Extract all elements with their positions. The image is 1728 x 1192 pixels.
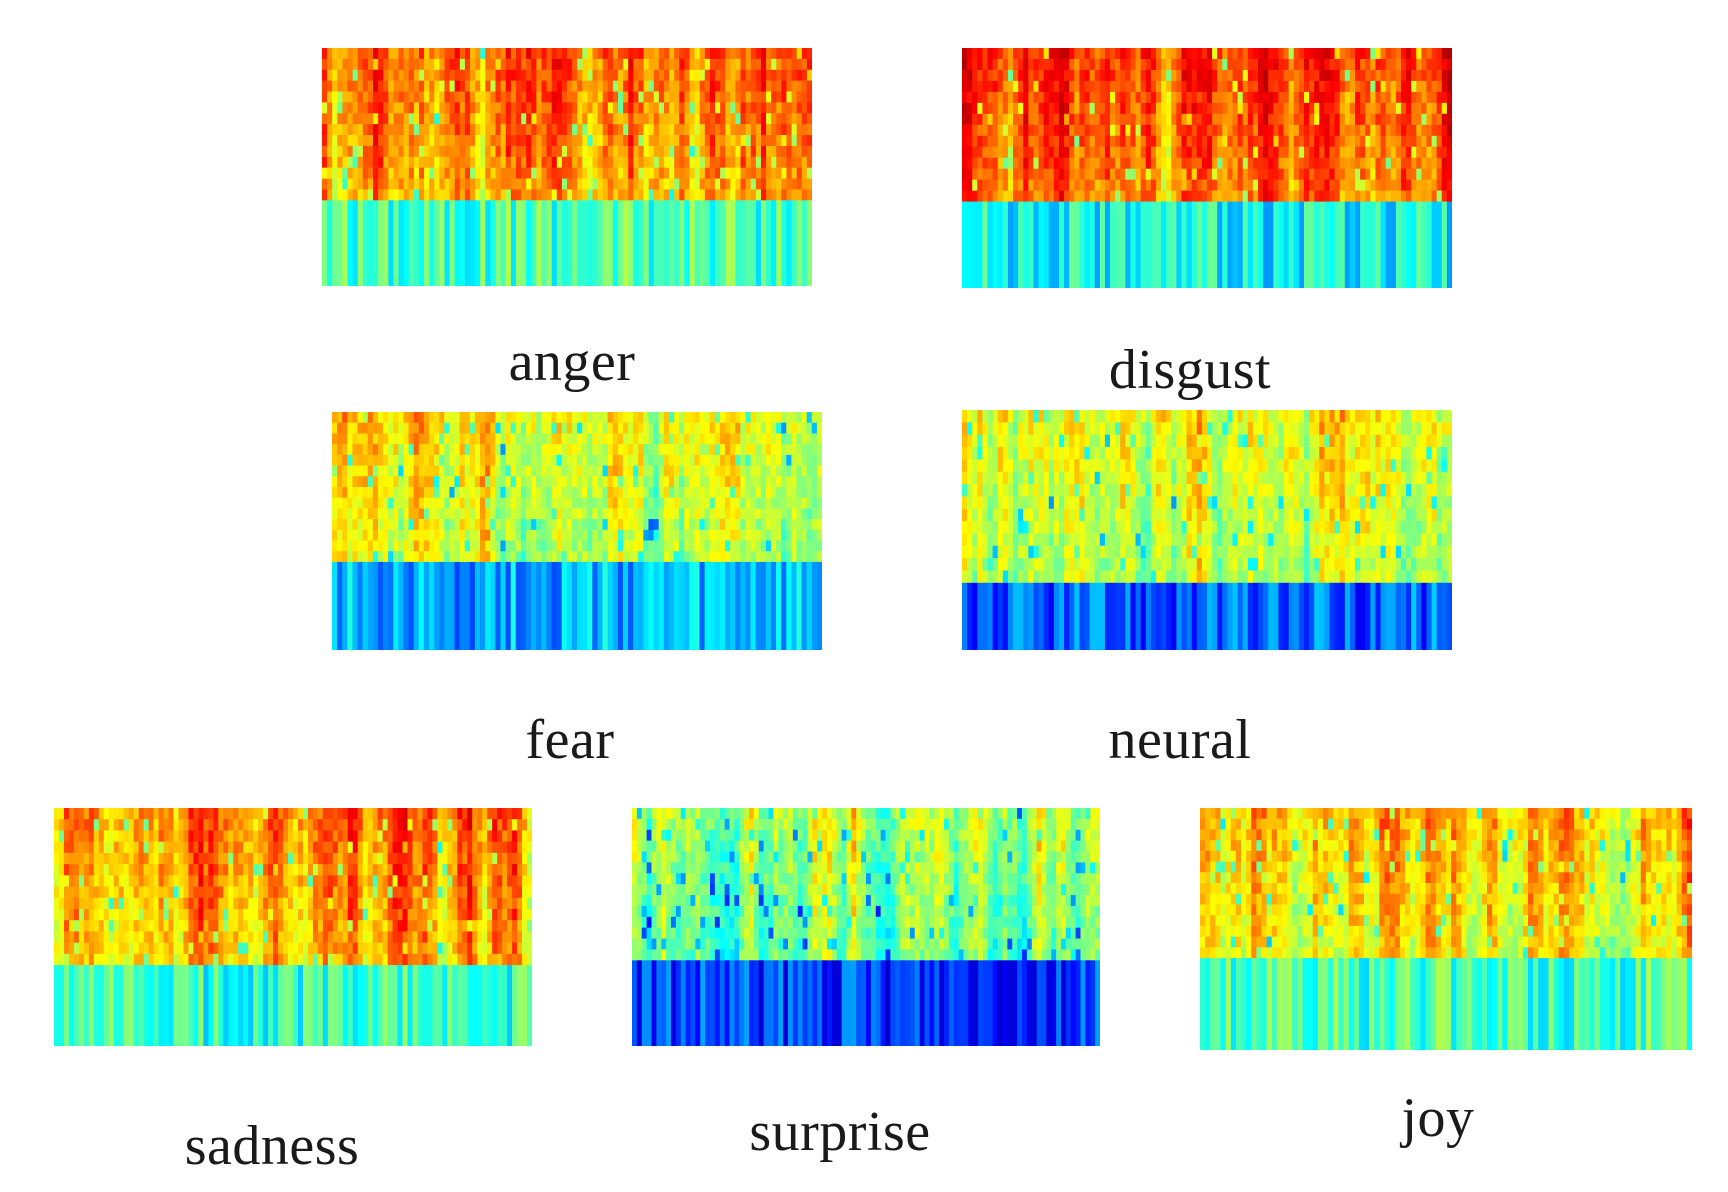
spectrogram-neural-image — [962, 410, 1452, 650]
spectrogram-disgust-image — [962, 48, 1452, 288]
label-disgust: disgust — [1108, 339, 1272, 401]
spectrogram-surprise — [632, 808, 1100, 1046]
spectrogram-sadness-image — [54, 808, 532, 1046]
spectrogram-joy — [1200, 808, 1692, 1050]
spectrogram-neural — [962, 410, 1452, 650]
label-neural: neural — [1108, 709, 1252, 771]
spectrogram-surprise-image — [632, 808, 1100, 1046]
spectrogram-fear — [332, 412, 822, 650]
label-sadness: sadness — [184, 1115, 360, 1177]
spectrogram-fear-image — [332, 412, 822, 650]
spectrogram-sadness — [54, 808, 532, 1046]
label-anger: anger — [508, 331, 636, 393]
label-surprise: surprise — [749, 1101, 931, 1163]
label-joy: joy — [1401, 1087, 1475, 1149]
spectrogram-joy-image — [1200, 808, 1692, 1050]
spectrogram-anger — [322, 48, 812, 286]
spectrogram-anger-image — [322, 48, 812, 286]
spectrogram-disgust — [962, 48, 1452, 288]
label-fear: fear — [525, 709, 615, 771]
